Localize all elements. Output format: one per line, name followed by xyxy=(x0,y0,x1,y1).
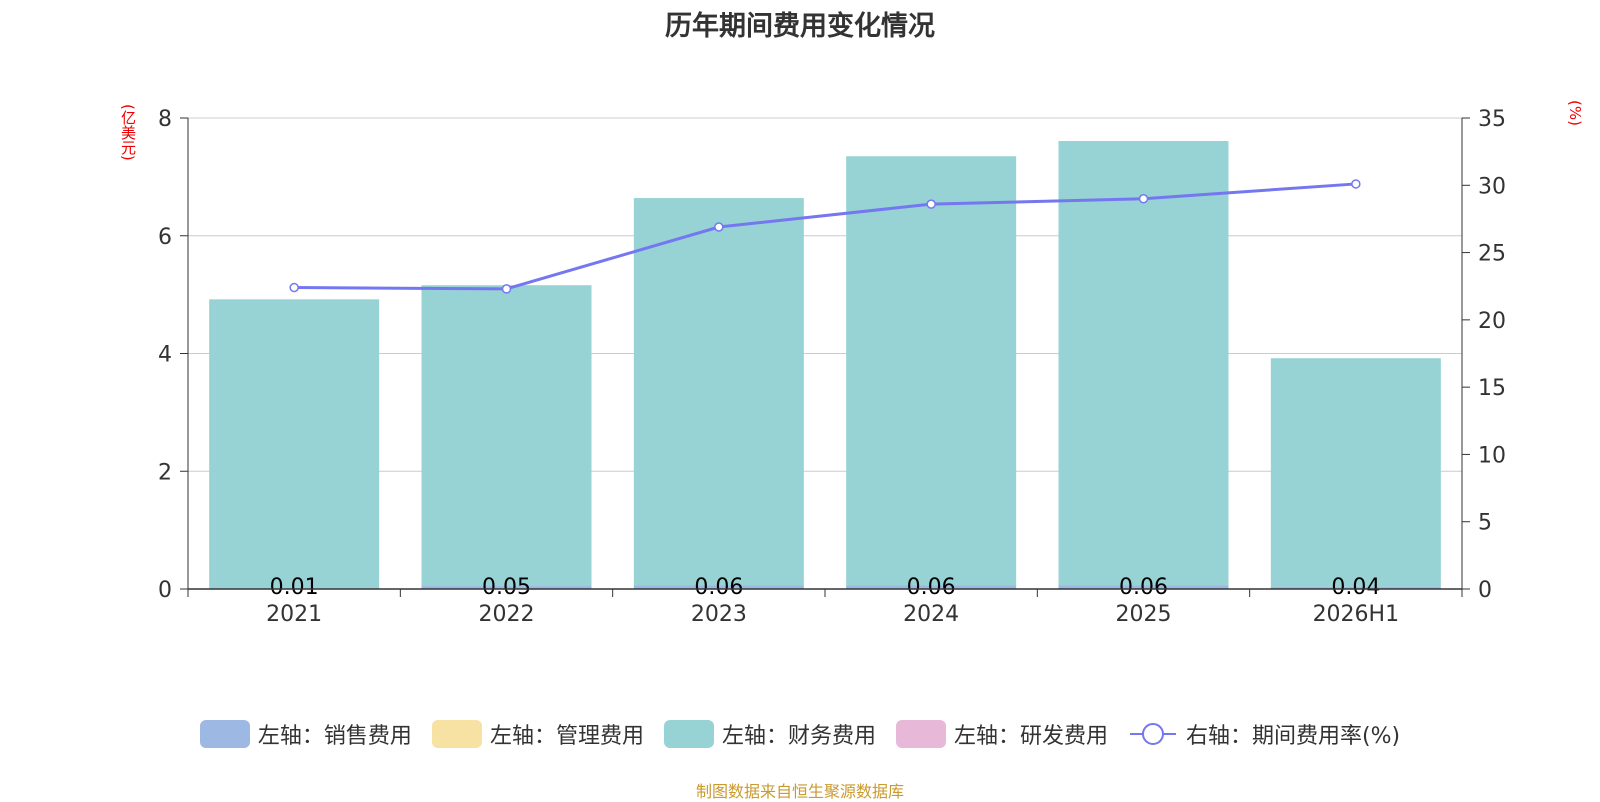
chart-legend: 左轴：销售费用 左轴：管理费用 左轴：财务费用 左轴：研发费用 右轴：期间费用率(%) xyxy=(0,718,1600,750)
legend-label: 左轴：销售费用 xyxy=(257,724,412,749)
bar-segment xyxy=(421,285,592,587)
x-axis-tick-label: 2026H1 xyxy=(1313,602,1400,627)
bar-data-label: 0.04 xyxy=(1331,575,1380,600)
right-axis-tick-label: 20 xyxy=(1478,309,1506,334)
rate-point xyxy=(1138,193,1149,204)
legend-label: 右轴：期间费用率(%) xyxy=(1185,724,1401,749)
left-axis-unit: (亿美元) xyxy=(119,104,137,161)
bar-segment xyxy=(846,156,1017,586)
legend-swatch xyxy=(663,720,714,748)
bar-data-label: 0.06 xyxy=(694,575,743,600)
x-axis-tick-label: 2024 xyxy=(903,602,959,627)
x-axis-tick-label: 2021 xyxy=(266,602,322,627)
left-axis-tick-label: 6 xyxy=(158,225,172,250)
bar-segment xyxy=(633,585,804,589)
right-axis-tick-label: 35 xyxy=(1478,107,1506,132)
right-axis-tick-label: 25 xyxy=(1478,242,1506,267)
bar-data-label: 0.01 xyxy=(270,575,319,600)
legend-item[interactable]: 左轴：财务费用 xyxy=(663,718,876,750)
legend-swatch xyxy=(1129,723,1176,745)
legend-label: 左轴：管理费用 xyxy=(489,724,644,749)
right-axis-tick-label: 0 xyxy=(1478,578,1492,603)
left-axis-tick-label: 8 xyxy=(158,107,172,132)
x-axis-tick-label: 2023 xyxy=(691,602,747,627)
left-axis-tick-label: 0 xyxy=(158,578,172,603)
bar-segment xyxy=(1270,586,1441,589)
legend-item[interactable]: 左轴：销售费用 xyxy=(199,718,412,750)
right-axis-unit: (%) xyxy=(1566,100,1584,126)
bar-segment xyxy=(1270,358,1441,587)
x-axis-tick-label: 2022 xyxy=(479,602,535,627)
left-axis-tick-label: 2 xyxy=(158,460,172,485)
chart-title: 历年期间费用变化情况 xyxy=(665,11,935,42)
right-axis-tick-label: 30 xyxy=(1478,174,1506,199)
right-axis-tick-label: 10 xyxy=(1478,443,1506,468)
right-axis-tick-label: 5 xyxy=(1478,511,1492,536)
left-axis-tick-label: 4 xyxy=(158,343,172,368)
legend-label: 左轴：财务费用 xyxy=(721,724,876,749)
bar-segment xyxy=(846,585,1017,589)
bar-segment xyxy=(209,299,380,589)
bar-data-label: 0.06 xyxy=(1119,575,1168,600)
rate-point xyxy=(926,199,936,209)
rate-point xyxy=(1351,179,1361,189)
right-axis-tick-label: 15 xyxy=(1478,376,1506,401)
bar-data-label: 0.05 xyxy=(482,575,531,600)
legend-swatch xyxy=(431,720,482,748)
data-source-note: 制图数据来自恒生聚源数据库 xyxy=(695,782,904,801)
rate-point xyxy=(714,222,724,232)
bar-segment xyxy=(421,586,592,589)
bar-data-label: 0.06 xyxy=(907,575,956,600)
legend-swatch xyxy=(895,720,946,748)
rate-point xyxy=(501,284,512,294)
legend-item[interactable]: 左轴：管理费用 xyxy=(431,718,644,750)
bar-segment xyxy=(633,198,804,586)
legend-swatch xyxy=(199,720,250,748)
x-axis-tick-label: 2025 xyxy=(1116,602,1172,627)
rate-line xyxy=(294,182,1356,291)
legend-label: 左轴：研发费用 xyxy=(953,724,1108,749)
legend-item[interactable]: 左轴：研发费用 xyxy=(895,718,1108,750)
bar-segment xyxy=(1058,585,1229,589)
rate-point xyxy=(289,282,299,293)
legend-item[interactable]: 右轴：期间费用率(%) xyxy=(1128,718,1400,750)
bar-segment xyxy=(1058,140,1229,586)
